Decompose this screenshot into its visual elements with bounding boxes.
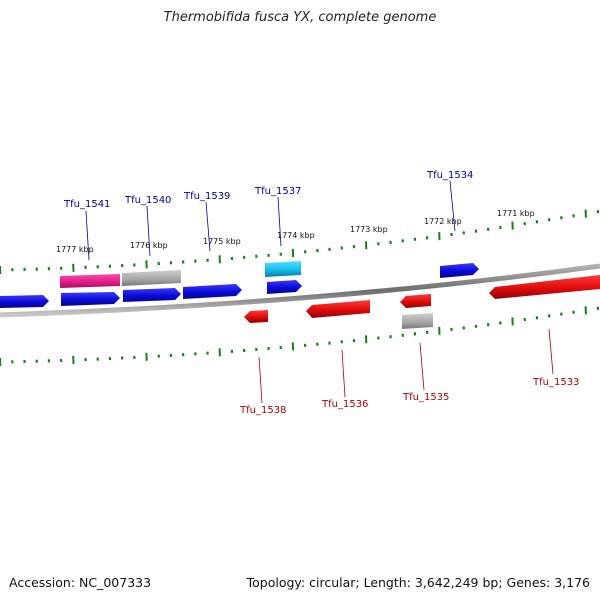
- gene-label-tfu-1534[interactable]: Tfu_1534: [426, 170, 473, 181]
- gray-feature[interactable]: [122, 270, 181, 286]
- gene-arrow[interactable]: [61, 292, 120, 306]
- gene-label-tfu-1539[interactable]: Tfu_1539: [183, 191, 230, 202]
- gene-arrow[interactable]: [267, 280, 302, 294]
- map-title: Thermobifida fusca YX, complete genome: [163, 10, 437, 25]
- kbp-label: 1775 kbp: [203, 237, 241, 246]
- gene-label-tfu-1536[interactable]: Tfu_1536: [321, 399, 368, 410]
- forward-genes: [0, 263, 479, 308]
- forward-gene-labels: Tfu_1541 Tfu_1540 Tfu_1539 Tfu_1537 Tfu_…: [63, 170, 473, 261]
- kbp-label: 1772 kbp: [424, 217, 462, 226]
- gene-arrow[interactable]: [489, 275, 600, 299]
- inner-tick-ring: [0, 306, 600, 367]
- genome-backbone: [0, 263, 600, 318]
- kbp-label: 1773 kbp: [350, 225, 388, 234]
- gene-label-tfu-1538[interactable]: Tfu_1538: [239, 405, 286, 416]
- gene-arrow[interactable]: [306, 300, 370, 318]
- kbp-label: 1771 kbp: [497, 209, 535, 218]
- reverse-genes: [244, 275, 600, 323]
- gene-label-tfu-1541[interactable]: Tfu_1541: [63, 199, 110, 210]
- feature-boxes: [60, 261, 433, 329]
- gene-arrow[interactable]: [0, 295, 49, 308]
- kbp-labels: 1777 kbp 1776 kbp 1775 kbp 1774 kbp 1773…: [56, 209, 535, 254]
- gene-label-tfu-1533[interactable]: Tfu_1533: [532, 377, 579, 388]
- kbp-label: 1776 kbp: [130, 241, 168, 250]
- pink-feature[interactable]: [60, 274, 120, 288]
- cyan-feature[interactable]: [265, 261, 301, 277]
- gene-label-tfu-1537[interactable]: Tfu_1537: [254, 186, 301, 197]
- kbp-label: 1774 kbp: [277, 231, 315, 240]
- accession-text: Accession: NC_007333: [9, 575, 152, 590]
- reverse-gene-labels: Tfu_1538 Tfu_1536 Tfu_1535 Tfu_1533: [239, 328, 579, 416]
- gene-arrow[interactable]: [123, 288, 181, 302]
- gray-feature[interactable]: [402, 313, 433, 329]
- kbp-label: 1777 kbp: [56, 245, 94, 254]
- gene-arrow[interactable]: [183, 284, 242, 299]
- gene-label-tfu-1535[interactable]: Tfu_1535: [402, 392, 449, 403]
- outer-tick-ring: [0, 209, 600, 275]
- gene-arrow[interactable]: [400, 294, 431, 308]
- gene-label-tfu-1540[interactable]: Tfu_1540: [124, 195, 171, 206]
- gene-arrow[interactable]: [440, 263, 479, 278]
- gene-arrow[interactable]: [244, 310, 268, 323]
- genome-summary: Topology: circular; Length: 3,642,249 bp…: [246, 575, 590, 590]
